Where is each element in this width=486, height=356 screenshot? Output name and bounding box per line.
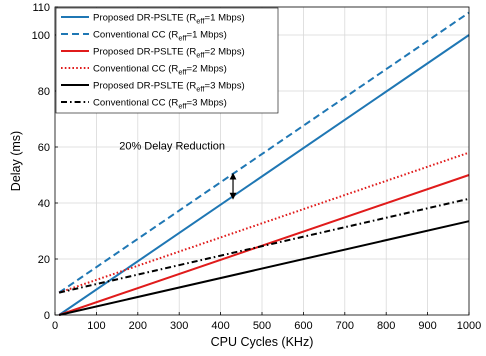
y-tick-label: 110: [32, 2, 50, 14]
annotation-label: 20% Delay Reduction: [119, 140, 225, 152]
y-tick-label: 80: [38, 86, 50, 98]
x-tick-label: 100: [87, 320, 105, 332]
legend-box: [55, 7, 279, 114]
series-line-6: [58, 197, 470, 294]
series-lines: [58, 11, 470, 316]
legend-label-4: Conventional CC (Reff=2 Mbps): [93, 64, 227, 77]
x-tick-label: 0: [52, 320, 58, 332]
x-tick-label: 800: [377, 320, 395, 332]
x-tick-label: 700: [336, 320, 354, 332]
y-axis-title: Delay (ms): [9, 131, 23, 191]
legend-label-6: Conventional CC (Reff=3 Mbps): [93, 98, 227, 111]
x-tick-label: 1000: [457, 320, 481, 332]
legend-label-5: Proposed DR-PSLTE (Reff=3 Mbps): [93, 81, 245, 94]
legend-label-1: Proposed DR-PSLTE (Reff=1 Mbps): [93, 13, 245, 26]
series-line-5: [58, 220, 470, 316]
x-tick-label: 900: [418, 320, 436, 332]
y-tick-label: 20: [38, 254, 50, 266]
x-tick-label: 500: [253, 320, 271, 332]
x-tick-label: 200: [129, 320, 147, 332]
y-tick-label: 60: [38, 142, 50, 154]
y-tick-label: 100: [32, 30, 50, 42]
legend-label-3: Proposed DR-PSLTE (Reff=2 Mbps): [93, 47, 245, 60]
y-tick-label: 40: [38, 198, 50, 210]
series-line-2: [58, 11, 470, 294]
x-tick-label: 400: [211, 320, 229, 332]
legend-label-2: Conventional CC (Reff=1 Mbps): [93, 30, 227, 43]
x-tick-label: 600: [294, 320, 312, 332]
axis-ticks: 0 100 200 300 400 500 600 700 800 900 1000 0 20 40 60 8…: [32, 2, 482, 332]
legend: Proposed DR-PSLTE (Reff=1 Mbps) Conventio…: [55, 7, 279, 114]
x-tick-label: 300: [170, 320, 188, 332]
series-line-3: [58, 174, 470, 316]
y-tick-label: 0: [44, 310, 50, 322]
annotations: 20% Delay Reduction: [119, 140, 237, 200]
x-axis-title: CPU Cycles (KHz): [211, 335, 314, 349]
